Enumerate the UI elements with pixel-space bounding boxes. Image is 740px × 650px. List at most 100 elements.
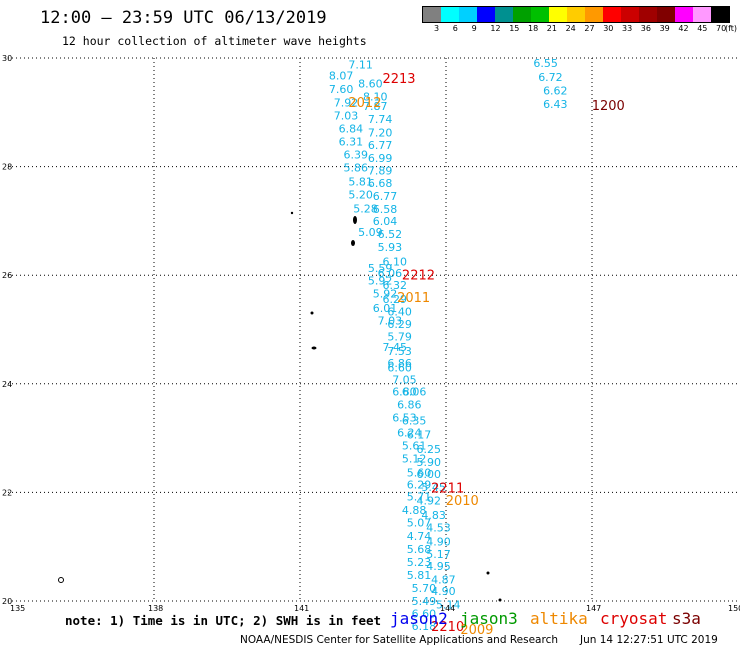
wave-height-reading: 5.81 xyxy=(348,175,373,188)
pass-time-label: 2213 xyxy=(382,72,415,87)
wave-height-reading: 6.52 xyxy=(378,228,403,241)
wave-height-reading: 5.93 xyxy=(378,241,403,254)
wave-height-reading: 6.77 xyxy=(373,190,398,203)
satellite-legend-item: s3a xyxy=(672,609,701,628)
legend-tick-label: 36 xyxy=(640,24,651,33)
wave-height-reading: 6.86 xyxy=(387,357,412,370)
wave-height-reading: 4.74 xyxy=(407,530,432,543)
wave-height-reading: 6.00 xyxy=(417,468,442,481)
latitude-tick-label: 22 xyxy=(2,488,12,497)
legend-swatch xyxy=(459,7,477,22)
generated-timestamp: Jun 14 12:27:51 UTC 2019 xyxy=(580,634,718,646)
wave-height-reading: 6.60 xyxy=(412,607,437,620)
satellite-legend-item: altika xyxy=(530,609,588,628)
wave-height-reading: 6.60 xyxy=(387,362,412,375)
legend-swatch xyxy=(531,7,549,22)
wave-height-reading: 6.40 xyxy=(387,306,412,319)
pass-time-label: 2211 xyxy=(431,482,464,497)
wave-height-labels: 7.118.07 8.60 7.60 8.10 7.92 7.87 7.03 7.74 6.84… xyxy=(329,57,625,638)
island-marker xyxy=(486,571,490,575)
wave-height-reading: 7.20 xyxy=(368,126,393,139)
wave-height-reading: 4.95 xyxy=(426,560,451,573)
wave-height-reading: 5.92 xyxy=(368,275,393,288)
wave-height-reading: 5.12 xyxy=(402,453,427,466)
wave-height-reading: 6.06 xyxy=(378,267,403,280)
legend-swatch xyxy=(513,7,531,22)
wave-height-reading: 5.20 xyxy=(348,188,373,201)
wave-height-reading: 6.29 xyxy=(387,318,412,331)
wave-height-reading: 5.59 xyxy=(368,262,393,275)
legend-swatch xyxy=(477,7,495,22)
wave-height-reading: 6.99 xyxy=(368,152,393,165)
wave-height-reading: 4.92 xyxy=(417,495,442,508)
legend-swatch xyxy=(693,7,711,22)
wave-height-reading: 6.01 xyxy=(373,302,398,315)
wave-height-reading: 6.53 xyxy=(392,411,417,424)
wave-height-reading: 7.11 xyxy=(348,59,373,72)
color-scale-legend xyxy=(422,6,730,23)
page-title: 12:00 – 23:59 UTC 06/13/2019 xyxy=(40,8,327,28)
wave-height-reading: 5.86 xyxy=(344,162,369,175)
satellite-legend-item: jason2 xyxy=(390,609,448,628)
wave-height-reading: 6.31 xyxy=(339,136,364,149)
wave-height-reading: 5.28 xyxy=(353,202,378,215)
island-marker xyxy=(498,598,502,602)
footer-note: note: 1) Time is in UTC; 2) SWH is in fe… xyxy=(65,613,382,628)
wave-height-reading: 6.62 xyxy=(543,85,568,98)
wave-height-reading: 6.80 xyxy=(392,385,417,398)
pass-time-label: 2210 xyxy=(431,620,464,635)
wave-height-reading: 7.45 xyxy=(382,341,407,354)
island-marker xyxy=(353,216,357,224)
legend-swatch xyxy=(585,7,603,22)
wave-height-reading: 6.55 xyxy=(533,57,558,70)
wave-height-reading: 5.61 xyxy=(402,440,427,453)
longitude-tick-label: 144 xyxy=(440,604,455,613)
legend-tick-label: 27 xyxy=(584,24,595,33)
wave-height-reading: 5.14 xyxy=(436,598,461,611)
color-scale-ticks: 3 6 9 12 15 18 21 24 27 30 33 36 39 42 45 70 (ft) xyxy=(422,24,740,36)
wave-height-reading: 4.83 xyxy=(421,509,446,522)
wave-height-reading: 7.87 xyxy=(363,100,388,113)
wave-height-reading: 6.06 xyxy=(402,385,427,398)
legend-tick-label: 18 xyxy=(528,24,539,33)
wave-height-reading: 6.77 xyxy=(368,139,393,152)
wave-height-reading: 7.92 xyxy=(334,97,359,110)
legend-tick-label: 9 xyxy=(471,24,477,33)
wave-height-reading: 5.71 xyxy=(407,491,432,504)
longitude-tick-label: 138 xyxy=(148,604,163,613)
legend-swatch xyxy=(549,7,567,22)
wave-height-reading: 7.74 xyxy=(368,113,393,126)
legend-tick-label: 6 xyxy=(452,24,458,33)
wave-height-reading: 7.89 xyxy=(368,164,393,177)
wave-height-reading: 7.03 xyxy=(378,314,403,327)
latitude-tick-label: 24 xyxy=(2,380,12,389)
wave-height-reading: 5.45 xyxy=(421,481,446,494)
page-subtitle: 12 hour collection of altimeter wave hei… xyxy=(62,34,367,48)
wave-height-reading: 6.04 xyxy=(373,215,398,228)
island-marker xyxy=(351,240,355,246)
axis-tick-labels: 135 138 141 144 147 150 30 28 26 24 22 20 xyxy=(2,54,740,613)
legend-swatch xyxy=(603,7,621,22)
wave-height-reading: 4.53 xyxy=(426,522,451,535)
legend-tick-label: 45 xyxy=(697,24,708,33)
wave-height-reading: 6.29 xyxy=(382,293,407,306)
wave-height-reading: 5.49 xyxy=(412,595,437,608)
wave-height-reading: 6.32 xyxy=(382,279,407,292)
lat-lon-grid xyxy=(8,57,738,602)
longitude-tick-label: 147 xyxy=(586,604,601,613)
pass-time-label: 2012 xyxy=(348,96,381,111)
wave-height-reading: 6.18 xyxy=(412,620,437,633)
legend-swatch xyxy=(495,7,513,22)
longitude-tick-label: 141 xyxy=(294,604,309,613)
wave-height-reading: 8.07 xyxy=(329,69,354,82)
wave-height-reading: 6.72 xyxy=(538,71,563,84)
wave-height-reading: 7.60 xyxy=(329,83,354,96)
legend-swatch xyxy=(639,7,657,22)
wave-height-reading: 6.10 xyxy=(382,256,407,269)
wave-height-reading: 5.23 xyxy=(407,556,432,569)
wave-height-reading: 4.90 xyxy=(426,535,451,548)
longitude-tick-label: 150 xyxy=(728,604,740,613)
wave-height-reading: 6.86 xyxy=(397,398,422,411)
wave-height-reading: 5.60 xyxy=(407,466,432,479)
